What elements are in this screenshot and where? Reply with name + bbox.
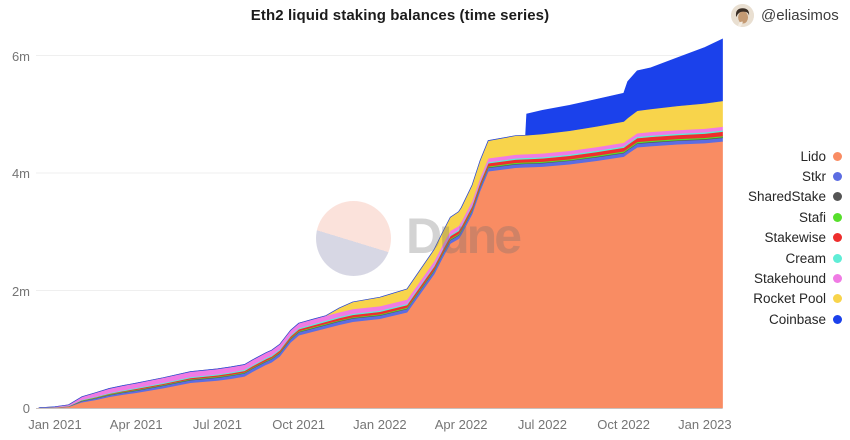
x-tick-label: Jul 2021 bbox=[192, 417, 242, 432]
person-avatar-icon bbox=[731, 4, 754, 27]
legend-item-coinbase[interactable]: Coinbase bbox=[748, 309, 842, 329]
legend-label: Stakehound bbox=[753, 271, 826, 287]
page-title: Eth2 liquid staking balances (time serie… bbox=[250, 7, 550, 24]
y-tick-label: 4m bbox=[11, 166, 30, 181]
legend-item-cream[interactable]: Cream bbox=[748, 248, 842, 268]
legend-label: Stafi bbox=[798, 209, 826, 225]
y-tick-label: 2m bbox=[11, 283, 30, 299]
legend-label: Stkr bbox=[801, 169, 826, 185]
legend-dot-icon bbox=[833, 212, 842, 222]
legend-dot-icon bbox=[833, 294, 842, 304]
author-link[interactable]: @eliasimos bbox=[731, 4, 839, 27]
y-tick-label: 6m bbox=[11, 48, 30, 64]
legend-label: Rocket Pool bbox=[753, 291, 826, 307]
x-tick-label: Oct 2022 bbox=[597, 417, 651, 432]
legend-label: SharedStake bbox=[747, 189, 826, 205]
legend-dot-icon bbox=[833, 274, 842, 284]
x-tick-label: Jan 2023 bbox=[678, 417, 732, 432]
legend-label: Cream bbox=[785, 250, 826, 266]
y-tick-label: 0 bbox=[22, 401, 30, 416]
legend-item-stafi[interactable]: Stafi bbox=[748, 207, 842, 227]
area-band-coinbase bbox=[38, 38, 723, 409]
legend-item-rocket-pool[interactable]: Rocket Pool bbox=[748, 289, 842, 309]
x-tick-label: Apr 2022 bbox=[434, 417, 488, 432]
x-tick-label: Jan 2021 bbox=[28, 417, 82, 432]
legend-item-stakewise[interactable]: Stakewise bbox=[748, 228, 842, 248]
legend-dot-icon bbox=[833, 233, 842, 243]
legend-label: Lido bbox=[800, 148, 826, 164]
legend-item-sharedstake[interactable]: SharedStake bbox=[748, 187, 842, 207]
legend-label: Stakewise bbox=[764, 230, 826, 246]
x-tick-label: Jul 2022 bbox=[517, 417, 567, 432]
legend-label: Coinbase bbox=[768, 311, 826, 327]
legend-item-stakehound[interactable]: Stakehound bbox=[748, 268, 842, 288]
area-band-lido bbox=[38, 140, 723, 409]
legend-dot-icon bbox=[833, 151, 842, 161]
avatar bbox=[731, 4, 754, 27]
legend-dot-icon bbox=[833, 314, 842, 324]
legend-dot-icon bbox=[833, 172, 842, 182]
legend: Lido Stkr SharedStake Stafi Stakewise Cream St… bbox=[748, 146, 842, 330]
x-tick-label: Apr 2021 bbox=[109, 417, 163, 432]
x-tick-label: Jan 2022 bbox=[353, 417, 407, 432]
legend-dot-icon bbox=[833, 253, 842, 263]
legend-dot-icon bbox=[833, 192, 842, 202]
x-tick-label: Oct 2021 bbox=[272, 417, 326, 432]
legend-item-lido[interactable]: Lido bbox=[748, 146, 842, 166]
legend-item-stkr[interactable]: Stkr bbox=[748, 166, 842, 186]
author-handle[interactable]: @eliasimos bbox=[761, 7, 839, 24]
